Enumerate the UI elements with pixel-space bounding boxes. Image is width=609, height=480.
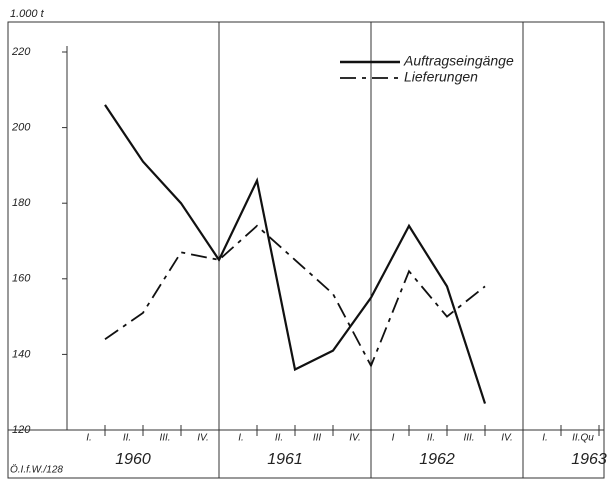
series-line: [104, 104, 487, 404]
year-label: 1963: [571, 451, 607, 468]
year-label: 1961: [267, 451, 303, 468]
year-label: 1962: [419, 451, 455, 468]
x-tick-label: III: [313, 433, 322, 444]
x-tick-label: III.: [159, 433, 170, 444]
x-tick-label: IV.: [349, 433, 360, 444]
x-tick-label: II.: [275, 433, 283, 444]
y-tick-label: 120: [12, 424, 31, 436]
frame: [7, 21, 605, 479]
x-tick-label: II.: [123, 433, 131, 444]
source: Ö.I.f.W./128: [10, 464, 63, 476]
x-tick-label: IV.: [501, 433, 512, 444]
series-line: [104, 224, 486, 368]
x-tick-label: IV.: [197, 433, 208, 444]
legend-label: Lieferungen: [404, 69, 478, 85]
x-tick-label: II.: [427, 433, 435, 444]
y-tick-label: 160: [12, 273, 31, 285]
x-tick-label: I: [392, 433, 395, 444]
y-tick-label: 220: [11, 46, 31, 58]
x-tick-label: I.: [238, 433, 244, 444]
y-tick-label: 140: [12, 348, 31, 360]
y-tick-label: 180: [12, 197, 31, 209]
legend-label: Auftragseingänge: [403, 53, 514, 69]
y-tick-label: 200: [11, 122, 31, 134]
x-tick-label: I.: [86, 433, 92, 444]
year-label: 1960: [115, 451, 151, 468]
x-tick-label: III.: [463, 433, 474, 444]
x-tick-label: I.: [542, 433, 548, 444]
x-tick-label: II.Qu: [572, 433, 594, 444]
y-unit: 1.000 t: [10, 8, 45, 20]
